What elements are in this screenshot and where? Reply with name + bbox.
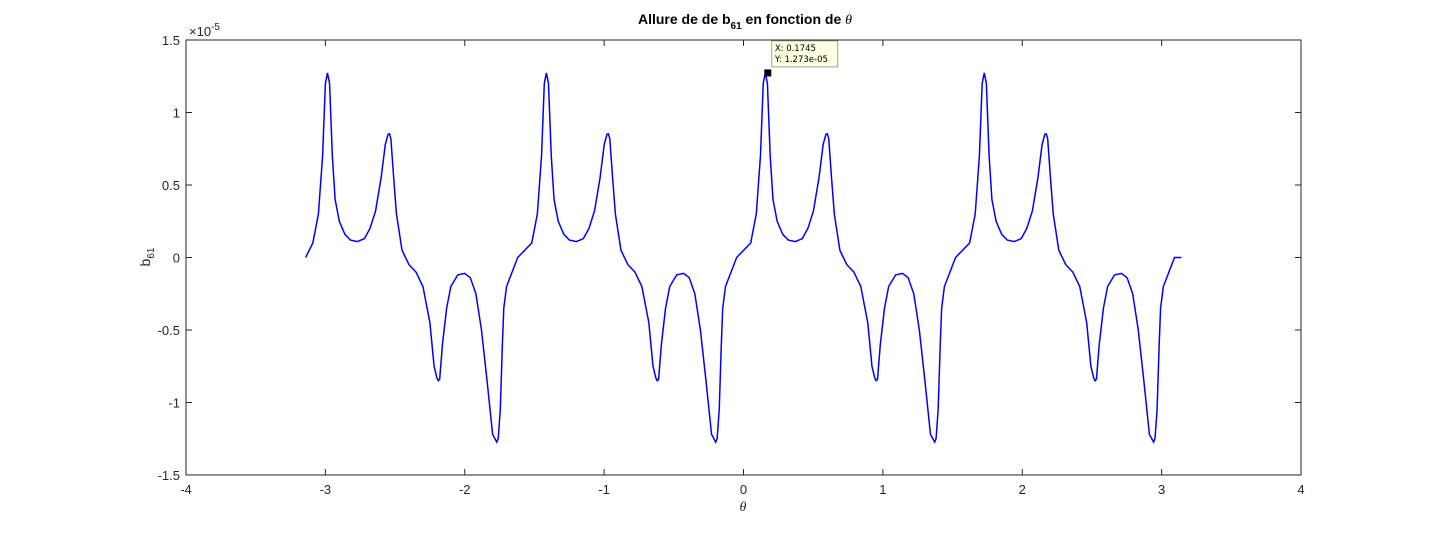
y-tick-label: 0.5: [162, 178, 180, 193]
data-tip-marker[interactable]: [764, 69, 772, 77]
data-tip-box: [771, 40, 839, 68]
x-axis-label: θ: [740, 500, 747, 515]
series-line: [304, 72, 1182, 444]
data-tip-x: X: 0.1745: [775, 44, 816, 54]
x-tick-label: 0: [740, 482, 747, 497]
data-tip[interactable]: X: 0.1745 Y: 1.273e-05: [764, 40, 839, 77]
y-tick-label: -1: [168, 396, 180, 411]
x-tick-label: -2: [459, 482, 471, 497]
y-tick-label: -0.5: [158, 323, 180, 338]
y-axis-exponent: ×10-5: [189, 22, 220, 39]
y-axis-ticks: -1.5 -1 -0.5 0 0.5 1 1.5: [158, 33, 1301, 483]
data-tip-y: Y: 1.273e-05: [774, 55, 828, 65]
chart-title: Allure de de b61 en fonction de θ: [638, 11, 852, 32]
y-tick-label: 0: [173, 251, 180, 266]
y-axis-label: b61: [137, 247, 157, 266]
x-axis-ticks: -4 -3 -2 -1 0 1 2 3 4: [180, 40, 1305, 497]
x-tick-label: -3: [320, 482, 332, 497]
x-tick-label: 4: [1297, 482, 1304, 497]
x-tick-label: 2: [1019, 482, 1026, 497]
y-tick-label: 1.5: [162, 33, 180, 48]
x-tick-label: 3: [1158, 482, 1165, 497]
x-tick-label: 1: [879, 482, 886, 497]
x-tick-label: -4: [180, 482, 192, 497]
y-tick-label: -1.5: [158, 468, 180, 483]
plot-area: [185, 39, 1302, 476]
y-tick-label: 1: [173, 106, 180, 121]
x-tick-label: -1: [598, 482, 610, 497]
